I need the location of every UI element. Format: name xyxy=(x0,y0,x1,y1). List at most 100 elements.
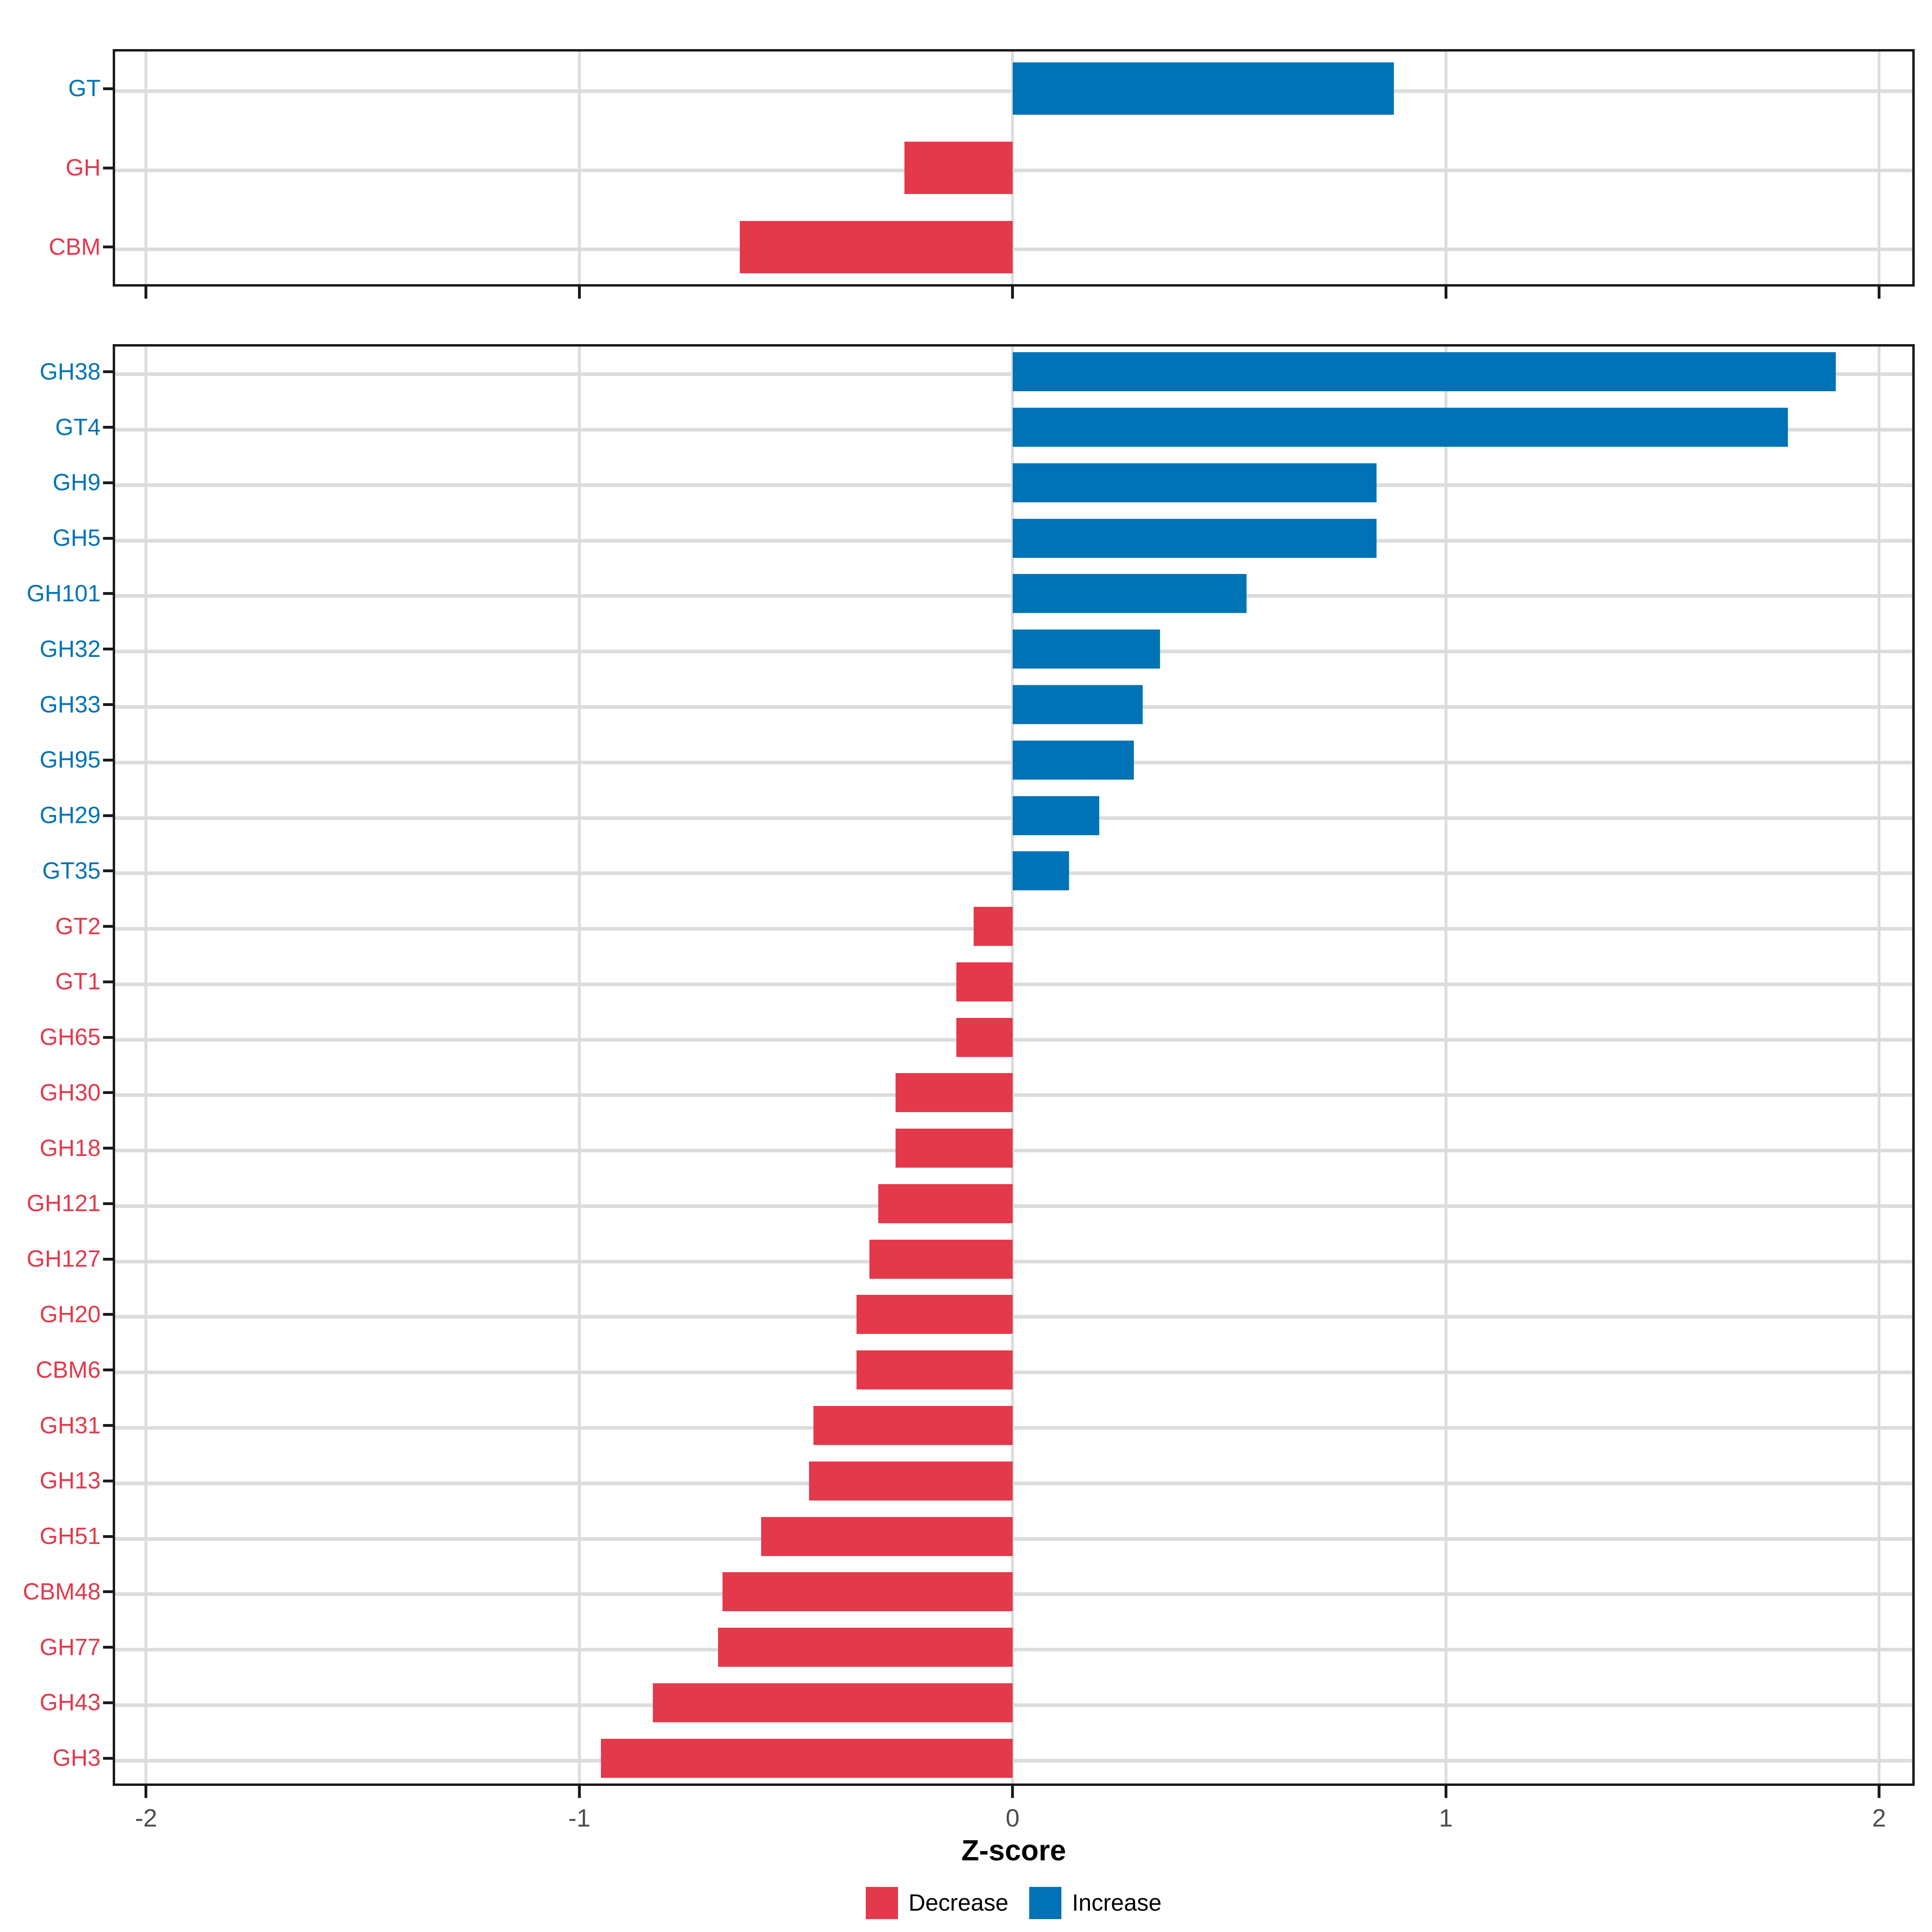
y-axis-label-gh127: GH127 xyxy=(27,1246,101,1272)
x-axis-tick xyxy=(144,1786,148,1798)
y-axis-tick xyxy=(103,703,113,706)
horizontal-gridline xyxy=(115,1093,1912,1097)
legend-swatch-increase-icon xyxy=(1029,1887,1062,1919)
bar-gh xyxy=(904,142,1013,194)
bar-gh65 xyxy=(956,1018,1013,1057)
vertical-gridline xyxy=(144,52,148,284)
y-axis-tick xyxy=(103,758,113,762)
y-axis-label-gh9: GH9 xyxy=(52,469,101,496)
y-axis-label-cbm: CBM xyxy=(49,233,101,260)
bar-gh31 xyxy=(813,1406,1013,1445)
y-axis-label-gt: GT xyxy=(68,75,101,102)
y-axis-label-gh5: GH5 xyxy=(52,525,101,551)
legend-swatch-decrease-icon xyxy=(866,1887,898,1919)
y-axis-label-gh38: GH38 xyxy=(39,358,101,385)
legend: Decrease Increase xyxy=(113,1887,1915,1919)
y-axis-tick xyxy=(103,87,113,90)
vertical-gridline xyxy=(1444,347,1447,1783)
horizontal-gridline xyxy=(115,982,1912,986)
bar-gh127 xyxy=(869,1239,1013,1279)
bar-gh43 xyxy=(653,1683,1013,1722)
vertical-gridline xyxy=(1878,347,1880,1783)
legend-item-increase: Increase xyxy=(1029,1887,1162,1919)
y-axis-label-gh101: GH101 xyxy=(27,580,101,607)
horizontal-gridline xyxy=(115,1259,1912,1263)
horizontal-gridline xyxy=(115,168,1912,172)
y-axis-tick xyxy=(103,1147,113,1150)
vertical-gridline xyxy=(144,347,148,1783)
horizontal-gridline xyxy=(115,927,1912,931)
bar-gt1 xyxy=(956,962,1013,1001)
x-axis-tick-label: -2 xyxy=(135,1804,157,1832)
y-axis-tick xyxy=(103,1091,113,1094)
y-axis-tick xyxy=(103,1424,113,1427)
horizontal-gridline xyxy=(115,1592,1912,1596)
horizontal-gridline xyxy=(115,1703,1912,1707)
horizontal-gridline xyxy=(115,248,1912,252)
y-axis-tick xyxy=(103,1036,113,1039)
y-axis-label-gt1: GT1 xyxy=(55,968,101,995)
vertical-gridline xyxy=(1011,52,1014,284)
bar-gt xyxy=(1012,62,1394,115)
horizontal-gridline xyxy=(115,1038,1912,1042)
y-axis-tick xyxy=(103,166,113,169)
bar-cbm6 xyxy=(857,1350,1013,1390)
x-axis-tick xyxy=(1878,287,1880,299)
y-axis-tick xyxy=(103,481,113,484)
x-axis-tick xyxy=(1444,1786,1447,1798)
bar-gh32 xyxy=(1012,630,1160,669)
y-axis-label-gh51: GH51 xyxy=(39,1523,101,1550)
y-axis-tick xyxy=(103,814,113,817)
y-axis-tick xyxy=(103,1257,113,1261)
y-axis-label-gh77: GH77 xyxy=(39,1634,101,1660)
y-axis-tick xyxy=(103,537,113,540)
x-axis-tick-label: 1 xyxy=(1439,1804,1453,1832)
x-axis-tick xyxy=(1011,1786,1014,1798)
y-axis-label-cbm6: CBM6 xyxy=(35,1356,101,1383)
legend-label-decrease: Decrease xyxy=(908,1890,1009,1916)
y-axis-label-gh121: GH121 xyxy=(27,1190,101,1217)
x-axis-tick xyxy=(1011,287,1014,299)
y-axis-tick xyxy=(103,1590,113,1593)
bar-gh18 xyxy=(896,1129,1013,1168)
bar-gt35 xyxy=(1012,851,1069,891)
x-axis-tick-label: 2 xyxy=(1872,1804,1886,1832)
y-axis-tick xyxy=(103,1313,113,1316)
bar-gh29 xyxy=(1012,796,1099,835)
y-axis-tick xyxy=(103,1535,113,1538)
vertical-gridline xyxy=(1878,52,1880,284)
horizontal-gridline xyxy=(115,1537,1912,1541)
panel-family-detail xyxy=(113,344,1915,1786)
y-axis-tick xyxy=(103,592,113,595)
bar-gh13 xyxy=(809,1461,1013,1501)
y-axis-label-gh65: GH65 xyxy=(39,1024,101,1051)
y-axis-label-gh30: GH30 xyxy=(39,1079,101,1106)
bar-gh121 xyxy=(878,1184,1013,1223)
y-axis-tick xyxy=(103,1368,113,1372)
y-axis-label-gh43: GH43 xyxy=(39,1689,101,1716)
bar-gt2 xyxy=(973,907,1013,946)
x-axis-tick xyxy=(144,287,148,299)
bar-cbm xyxy=(739,221,1013,273)
x-axis-tick xyxy=(578,287,581,299)
horizontal-gridline xyxy=(115,1149,1912,1153)
bar-gt4 xyxy=(1012,408,1788,447)
bar-gh38 xyxy=(1012,352,1836,392)
horizontal-gridline xyxy=(115,1204,1912,1208)
x-axis-tick xyxy=(1444,287,1447,299)
bar-gh20 xyxy=(857,1295,1013,1334)
y-axis-tick xyxy=(103,370,113,374)
y-axis-tick xyxy=(103,925,113,928)
bar-gh33 xyxy=(1012,685,1143,724)
y-axis-label-gh31: GH31 xyxy=(39,1412,101,1439)
y-axis-tick xyxy=(103,1701,113,1704)
bar-gh95 xyxy=(1012,740,1134,780)
horizontal-gridline xyxy=(115,1481,1912,1485)
panel-class-summary xyxy=(113,49,1915,287)
horizontal-gridline xyxy=(115,1371,1912,1375)
y-axis-tick xyxy=(103,1646,113,1649)
y-axis-label-gh: GH xyxy=(66,155,101,181)
bar-gh51 xyxy=(761,1517,1013,1556)
bar-gh5 xyxy=(1012,518,1377,558)
y-axis-tick xyxy=(103,869,113,873)
